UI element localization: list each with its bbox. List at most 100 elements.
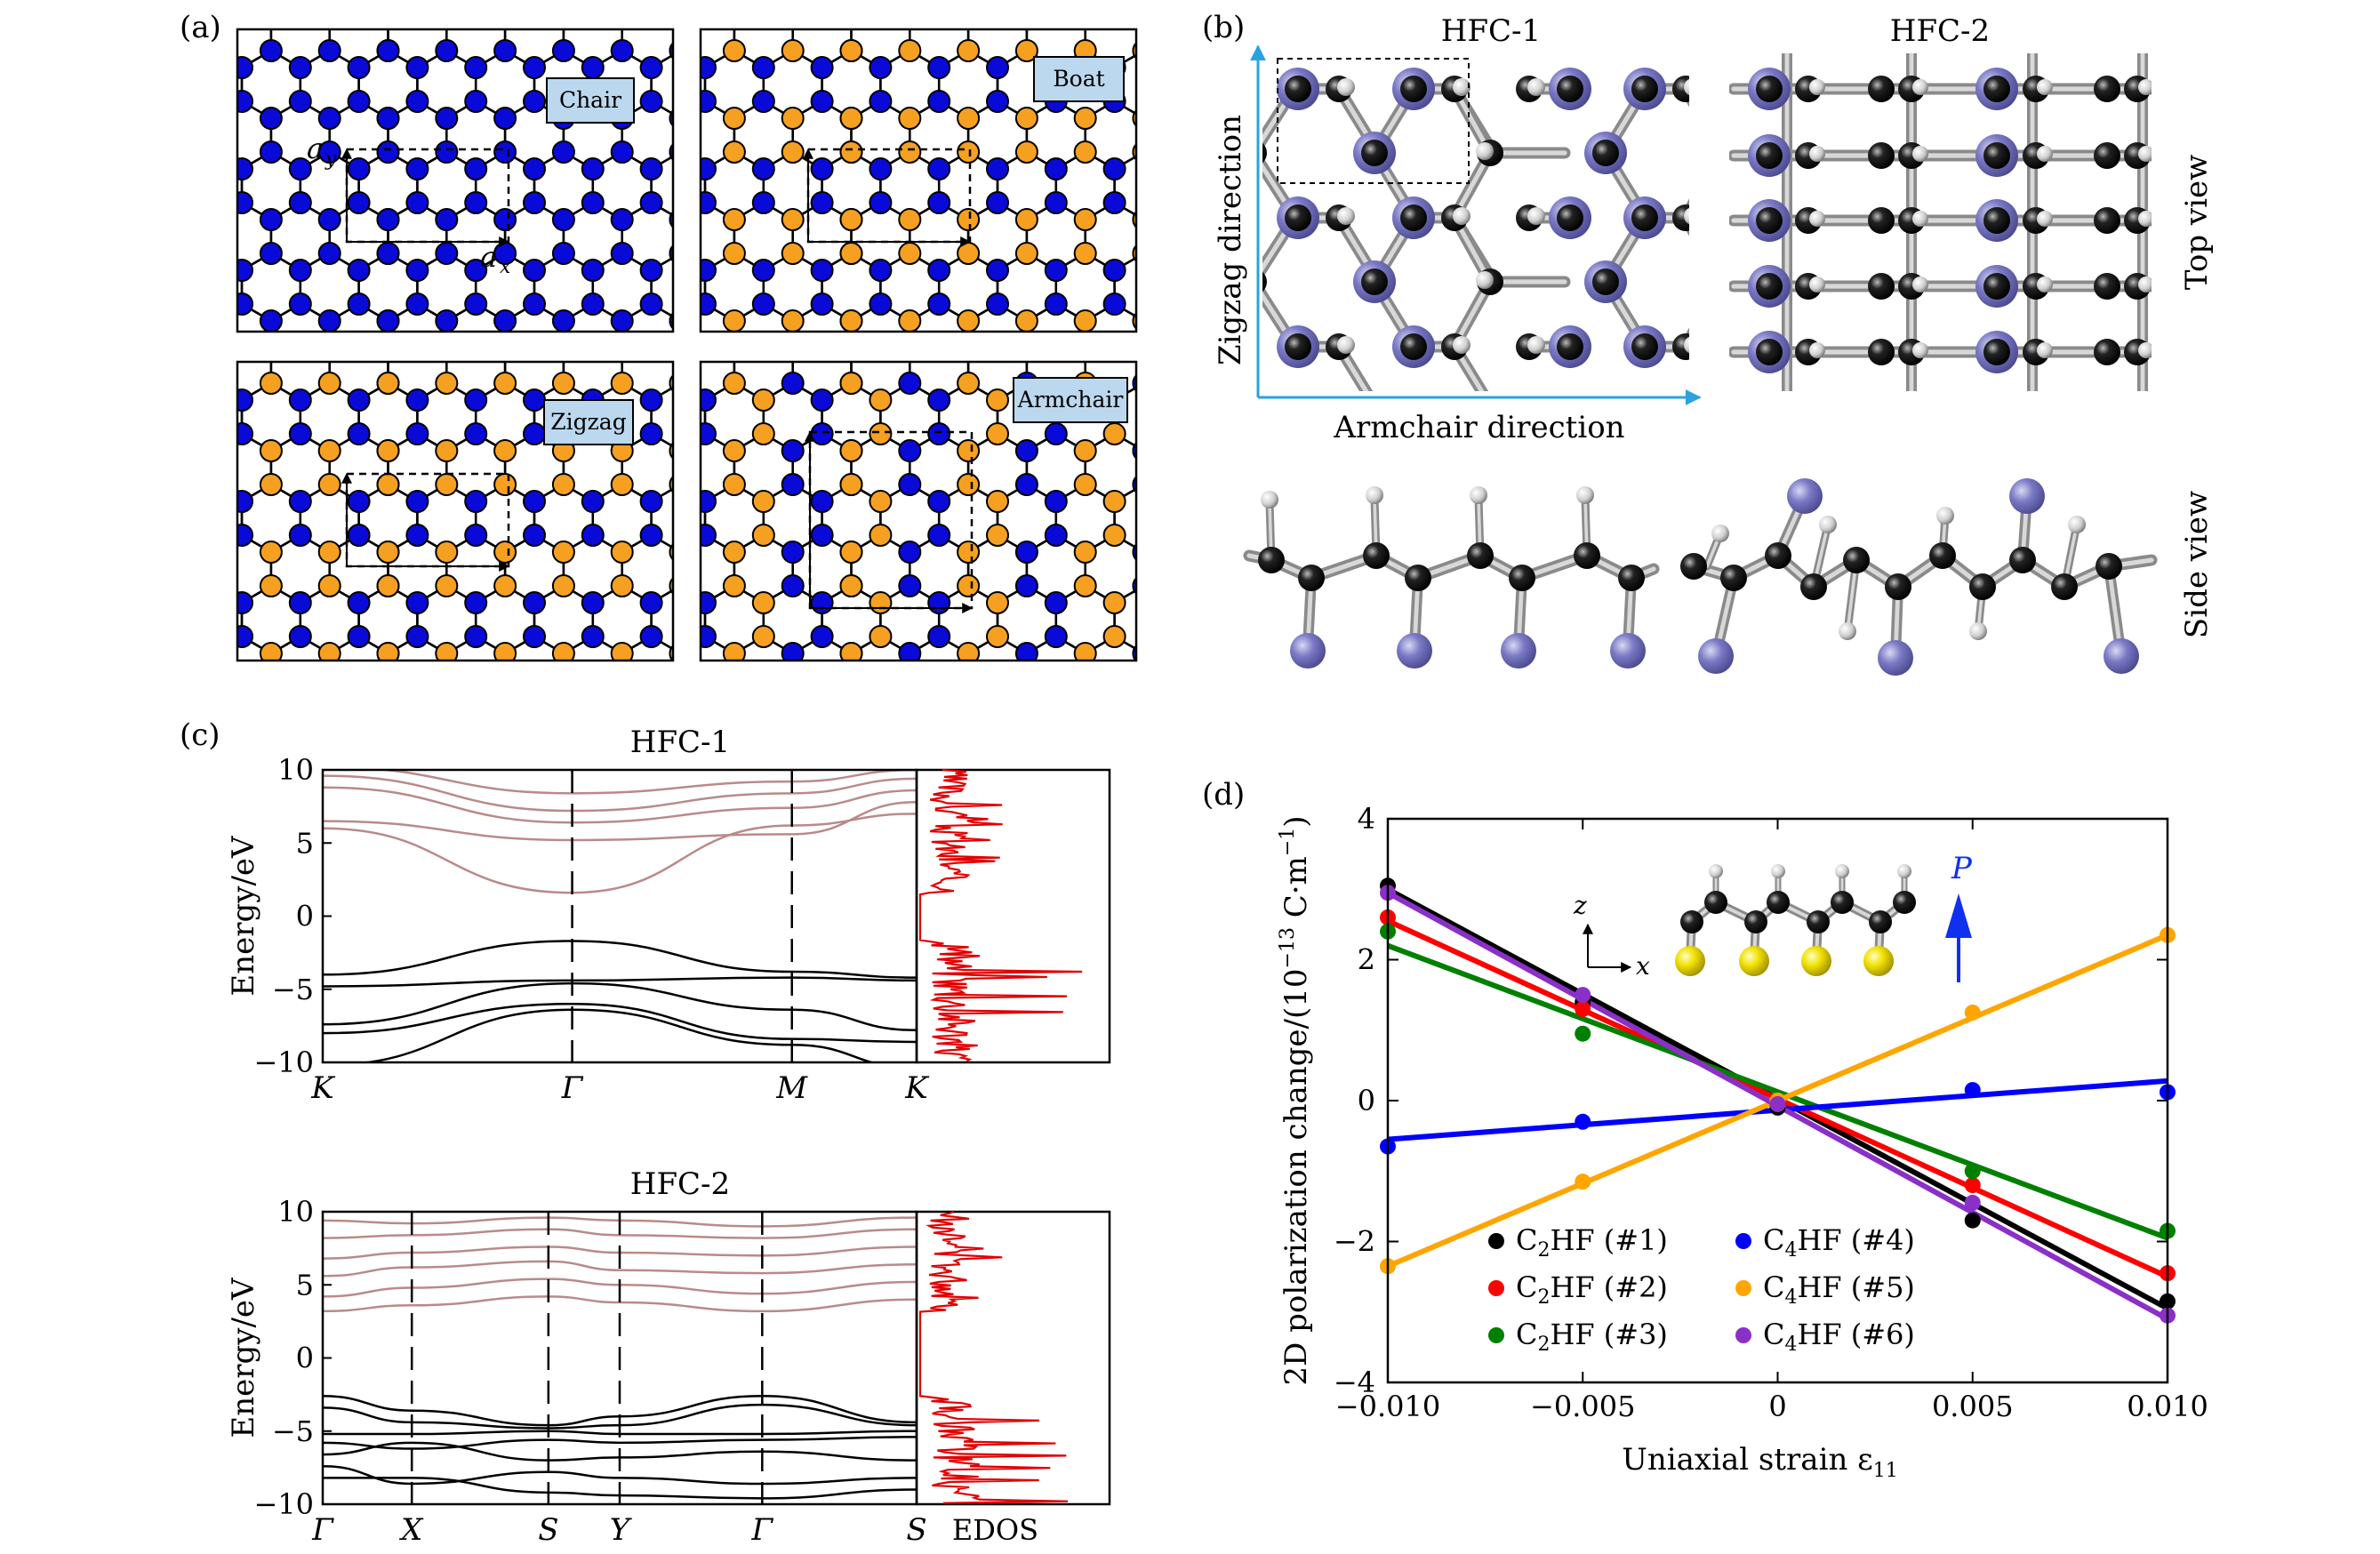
hex-cell <box>1173 687 1231 755</box>
orange-atom <box>378 339 399 360</box>
orange-atom <box>494 677 516 698</box>
orange-atom <box>781 39 805 62</box>
blue-atom <box>288 157 312 180</box>
orange-atom <box>551 372 575 395</box>
orange-atom <box>493 439 517 462</box>
blue-atom <box>899 677 920 698</box>
valence-band <box>323 1441 917 1462</box>
blue-atom <box>290 361 311 382</box>
blue-atom <box>435 107 459 130</box>
blue-atom <box>810 591 834 614</box>
orange-atom <box>840 6 861 28</box>
hydrogen-atom <box>1707 142 1725 160</box>
blue-atom <box>435 309 459 332</box>
blue-atom <box>610 242 634 265</box>
legend-entry-base: C <box>1763 1223 1784 1257</box>
hydrogen-atom <box>2138 211 2152 227</box>
blue-atom <box>1133 339 1154 360</box>
hydrogen-atom <box>1476 142 1494 160</box>
blue-atom <box>927 524 951 547</box>
hex-cell <box>1143 535 1202 603</box>
blue-atom <box>1014 541 1038 564</box>
hex-cell <box>646 0 705 17</box>
orange-atom <box>317 439 341 462</box>
edos-label: EDOS <box>952 1513 1038 1547</box>
orange-atom <box>319 339 341 360</box>
blue-atom <box>898 574 922 597</box>
blue-atom <box>405 90 429 113</box>
hydrogen-atom <box>1453 207 1470 225</box>
orange-atom <box>143 575 164 597</box>
orange-atom <box>724 339 745 360</box>
blue-atom <box>523 191 547 214</box>
orange-atom <box>669 677 691 698</box>
blue-atom <box>869 157 893 180</box>
y-tick-label: −10 <box>253 1045 314 1079</box>
carbon-atom <box>1672 204 1689 231</box>
carbon-atom <box>1285 204 1311 231</box>
orange-atom <box>376 473 400 496</box>
blue-atom <box>405 591 429 614</box>
blue-atom <box>751 56 775 79</box>
valence-band <box>323 1436 917 1450</box>
unit-cell-box <box>345 472 510 568</box>
blue-atom <box>665 677 686 698</box>
blue-atom <box>641 361 662 382</box>
blue-atom <box>927 56 951 79</box>
blue-atom <box>376 39 400 62</box>
blue-atom <box>259 107 283 130</box>
hex-cell <box>417 0 476 17</box>
blue-atom <box>523 422 547 445</box>
blue-atom <box>435 39 459 62</box>
orange-atom <box>1073 107 1097 130</box>
orange-atom <box>1014 140 1038 164</box>
blue-atom <box>701 191 717 214</box>
zigzag-direction-label: Zigzag direction <box>1213 115 1248 365</box>
orange-atom <box>1221 525 1242 546</box>
hex-cell <box>1115 0 1174 17</box>
blue-atom <box>639 422 663 445</box>
orange-atom <box>957 372 981 395</box>
orange-atom <box>753 693 774 715</box>
blue-atom <box>581 625 605 648</box>
orange-atom <box>839 242 863 265</box>
top-view-label: Top view <box>2179 155 2215 290</box>
hydrogen-atom <box>1527 336 1545 354</box>
orange-atom <box>378 271 399 292</box>
blue-atom <box>1162 293 1183 315</box>
orange-atom <box>781 242 805 265</box>
orange-atom <box>436 339 457 360</box>
blue-atom <box>465 693 486 715</box>
orange-atom <box>553 271 574 292</box>
orange-atom <box>610 372 634 395</box>
hydrogen-atom <box>2138 342 2152 358</box>
legend-entry: C2HF (#3) <box>1516 1318 1668 1356</box>
lattice-tile-1 <box>172 0 673 382</box>
blue-atom <box>927 90 951 113</box>
blue-atom <box>405 625 429 648</box>
orange-atom <box>435 473 459 496</box>
blue-atom <box>172 91 194 112</box>
blue-atom <box>1221 395 1242 416</box>
orange-atom <box>494 339 516 360</box>
legend-entry-rest: HF (#5) <box>1797 1270 1914 1304</box>
hex-cell <box>359 0 418 17</box>
blue-atom <box>987 0 1008 11</box>
blue-atom <box>899 744 920 765</box>
legend-marker <box>1488 1280 1504 1296</box>
carbon-atom <box>2094 76 2120 102</box>
blue-atom <box>259 309 283 332</box>
carbon-atom <box>1631 333 1658 360</box>
blue-atom <box>898 642 922 661</box>
blue-atom <box>317 39 341 62</box>
orange-atom <box>202 474 223 495</box>
hydrogen-atom <box>1912 211 1928 227</box>
data-point <box>1964 1004 1981 1021</box>
blue-atom <box>1162 592 1183 613</box>
conduction-band <box>323 813 917 894</box>
blue-atom <box>288 191 312 214</box>
blue-atom <box>231 0 252 11</box>
blue-atom <box>524 0 545 11</box>
orange-atom <box>957 541 981 564</box>
